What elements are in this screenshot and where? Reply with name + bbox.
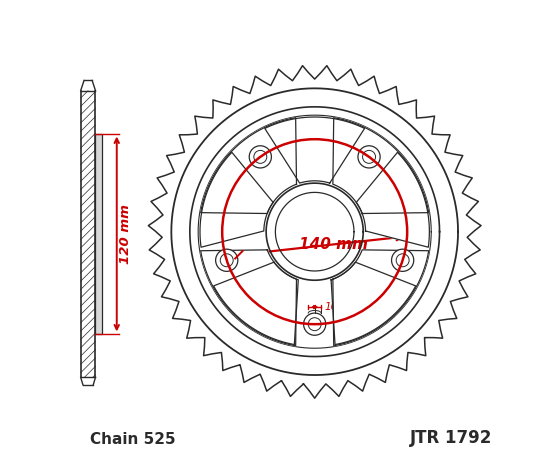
Text: JTR 1792: JTR 1792	[410, 429, 493, 447]
Text: 140 mm: 140 mm	[298, 237, 367, 252]
Text: 120 mm: 120 mm	[119, 204, 132, 264]
Polygon shape	[356, 152, 430, 247]
Polygon shape	[333, 117, 429, 213]
Circle shape	[304, 313, 326, 335]
Bar	[81, 91, 96, 377]
Circle shape	[249, 146, 272, 168]
Polygon shape	[331, 262, 416, 344]
Polygon shape	[265, 117, 365, 183]
Circle shape	[308, 318, 321, 331]
Circle shape	[362, 150, 376, 163]
Polygon shape	[200, 117, 296, 213]
Polygon shape	[200, 152, 273, 247]
Circle shape	[254, 150, 267, 163]
Polygon shape	[200, 250, 296, 346]
Polygon shape	[333, 250, 429, 346]
Circle shape	[391, 249, 414, 271]
Bar	[96, 134, 102, 334]
Circle shape	[396, 254, 409, 267]
Circle shape	[216, 249, 238, 271]
Text: Chain 525: Chain 525	[90, 431, 176, 447]
Circle shape	[220, 254, 233, 267]
Polygon shape	[213, 262, 298, 344]
Text: 10.5: 10.5	[325, 302, 348, 312]
Circle shape	[358, 146, 380, 168]
